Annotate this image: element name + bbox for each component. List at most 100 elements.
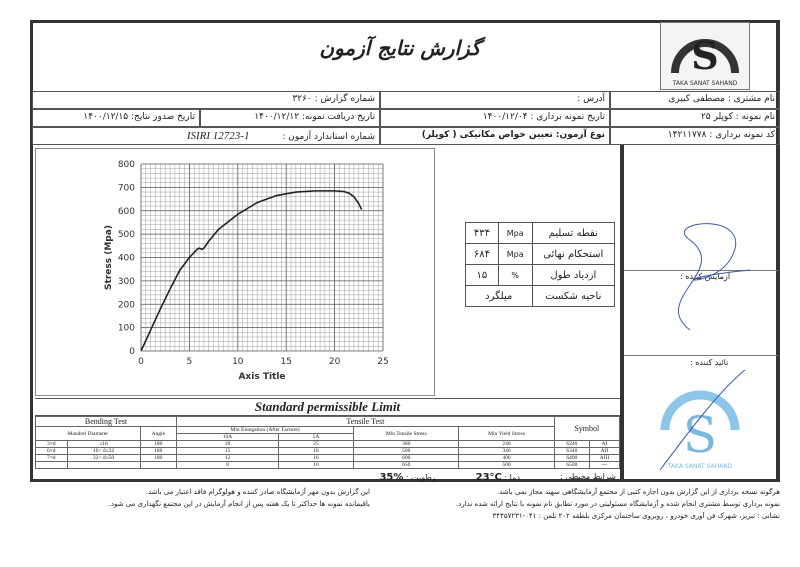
standard-cell: 16< d≤32 <box>66 447 141 455</box>
result-row: استحکام نهائی Mpa ۶۸۴ <box>465 243 616 265</box>
report-frame <box>30 20 780 482</box>
standard-cell: AI <box>588 440 621 448</box>
result-row: ازدیاد طول% ۱۵ <box>465 264 616 286</box>
footer-address: نشانی : تبریز، شهرک فن آوری خودرو ، روبر… <box>492 512 780 520</box>
standard-cell: 3×d <box>35 440 68 448</box>
stress-strain-curve <box>140 190 363 352</box>
footer-note: این گزارش بدون مهر آزمایشگاه صادر کننده … <box>145 488 370 496</box>
issue-date: تاریخ صدور نتایج: ۱۴۰۰/۱۲/۱۵ <box>32 109 200 127</box>
standard-cell: ≤16 <box>66 440 141 448</box>
results-table: نقطه تسلیم Mpa ۴۳۴ استحکام نهائی Mpa ۶۸۴ ازدیا… <box>465 222 616 307</box>
footer-note: نمونه برداری توسط مشتری انجام شده و آزما… <box>456 500 780 508</box>
stress-strain-chart: 0 5 10 15 20 25 0 100 200 300 400 500 600 700 800 Axis … <box>104 160 389 382</box>
temp-value: 23°C <box>475 472 502 483</box>
standard-label: شماره استاندارد آزمون : <box>282 132 375 142</box>
standard-cell: 340 <box>458 447 555 455</box>
standard-row: 8 10 650 500 S500 --- <box>35 461 621 469</box>
standard-cell: 18 <box>176 440 279 448</box>
sample-name: نام نمونه : کوپلر ۲۵ <box>610 109 780 127</box>
standard-cell: 25 <box>277 440 355 448</box>
standard-cell: S340 <box>553 447 590 455</box>
result-value: ۴۳۴ <box>465 222 499 244</box>
result-unit: Mpa <box>497 243 533 265</box>
customer-name: نام مشتری : مصطفی کبیری <box>610 91 780 109</box>
sampling-date: تاریخ نمونه برداری : ۱۴۰۰/۱۲/۰۴ <box>380 109 610 127</box>
conditions-label: شرایط محیطی : <box>559 472 616 481</box>
y-tick-label: 0 <box>129 347 135 357</box>
standard-row: 7×d 32< d≤50 180 12 16 600 400 S400 AIII <box>35 454 621 462</box>
col-angle: Angle <box>139 426 178 441</box>
standard-cell: 240 <box>458 440 555 448</box>
standard-limit-title: Standard permissible Limit <box>35 398 620 416</box>
standard-cell: 500 <box>458 461 555 469</box>
test-type: نوع آزمون: تعیین خواص مکانیکی ( کوپلر) <box>380 127 610 145</box>
svg-text:TAKA SANAT SAHAND: TAKA SANAT SAHAND <box>672 80 738 87</box>
standard-cell: 400 <box>458 454 555 462</box>
humidity-label: رطوبت : <box>405 473 436 482</box>
divider <box>620 145 624 482</box>
chart-box: 0 5 10 15 20 25 0 100 200 300 400 500 600 700 800 Axis … <box>35 148 435 396</box>
x-tick-label: 5 <box>187 357 193 367</box>
standard-cell <box>35 461 68 469</box>
tensile-test-header: Tensile Test <box>176 416 555 427</box>
ambient-conditions: شرایط محیطی : دما : 23°C رطوبت : 35% <box>35 469 620 486</box>
sample-code: کد نمونه برداری : ۱۴۲۱۱۷۷۸ <box>610 127 780 145</box>
humidity-value: 35% <box>379 472 404 483</box>
col-elongation: Min Elongation (After Facture) <box>176 426 355 434</box>
standard-cell: 180 <box>139 447 178 455</box>
col-yield: Min Yield Stress <box>458 426 555 441</box>
report-number: شماره گزارش : ۳۲۶۰ <box>32 91 380 109</box>
standard-cell: 650 <box>353 461 460 469</box>
footer-note: هرگونه نسخه برداری از این گزارش بدون اجا… <box>496 488 780 496</box>
footer-note: باقیمانده نمونه ها حداکثر تا یک هفته پس … <box>108 500 370 508</box>
tester-signature <box>677 223 751 331</box>
y-tick-label: 300 <box>118 277 135 287</box>
standard-limit-table: Bending Test Tensile Test Symbol Mandrel D… <box>34 416 621 469</box>
standard-row: 3×d ≤16 180 18 25 360 240 S240 AI <box>35 440 621 448</box>
result-row: نقطه تسلیم Mpa ۴۳۴ <box>465 222 616 244</box>
standard-cell: 32< d≤50 <box>66 454 141 462</box>
standard-cell: 10 <box>277 461 355 469</box>
x-axis-label: Axis Title <box>238 372 285 382</box>
standard-cell: 360 <box>353 440 460 448</box>
standard-cell: 18 <box>277 447 355 455</box>
y-tick-label: 400 <box>118 254 135 264</box>
company-logo: S TAKA SANAT SAHAND <box>660 22 750 90</box>
receive-date: تاریخ دریافت نمونه: ۱۴۰۰/۱۲/۱۲ <box>200 109 380 127</box>
footer-left: این گزارش بدون مهر آزمایشگاه صادر کننده … <box>60 486 370 510</box>
standard-cell <box>66 461 141 469</box>
x-tick-label: 20 <box>329 357 341 367</box>
y-tick-label: 800 <box>118 160 135 170</box>
standard-cell: 180 <box>139 454 178 462</box>
col-tensile: Min Tensile Stress <box>353 426 460 441</box>
svg-text:S: S <box>691 33 718 78</box>
col-5a: 5A <box>277 433 355 441</box>
y-axis-label: Stress (Mpa) <box>104 225 114 290</box>
humidity: رطوبت : 35% <box>379 472 435 483</box>
x-tick-label: 10 <box>232 357 244 367</box>
bending-test-header: Bending Test <box>34 416 178 427</box>
standard-cell: S500 <box>553 461 590 469</box>
y-tick-label: 600 <box>118 207 135 217</box>
y-tick-label: 700 <box>118 183 135 193</box>
col-mandrel: Mandrel Diameter <box>35 426 141 441</box>
x-tick-label: 25 <box>377 357 388 367</box>
standard-cell <box>139 461 178 469</box>
standard-cell: S240 <box>553 440 590 448</box>
result-unit: Mpa <box>497 222 533 244</box>
test-standard: شماره استاندارد آزمون : ISIRI 12723-1 <box>32 127 380 145</box>
standard-cell: --- <box>588 461 621 469</box>
y-tick-label: 100 <box>118 324 135 334</box>
col-10a: 10A <box>176 433 279 441</box>
standard-cell: 180 <box>139 440 178 448</box>
page-title: گزارش نتایج آزمون <box>319 36 481 60</box>
standard-cell: 12 <box>176 454 279 462</box>
fracture-row: ناحیه شکست میلگرد <box>465 285 616 307</box>
result-value: ۶۸۴ <box>465 243 499 265</box>
fracture-label: ناحیه شکست <box>531 285 616 307</box>
result-unit: % <box>497 264 533 286</box>
standard-cell: 6×d <box>35 447 68 455</box>
result-label: استحکام نهائی <box>531 243 616 265</box>
y-tick-label: 200 <box>118 300 135 310</box>
standard-row: 6×d 16< d≤32 180 15 18 500 340 S340 AII <box>35 447 621 455</box>
